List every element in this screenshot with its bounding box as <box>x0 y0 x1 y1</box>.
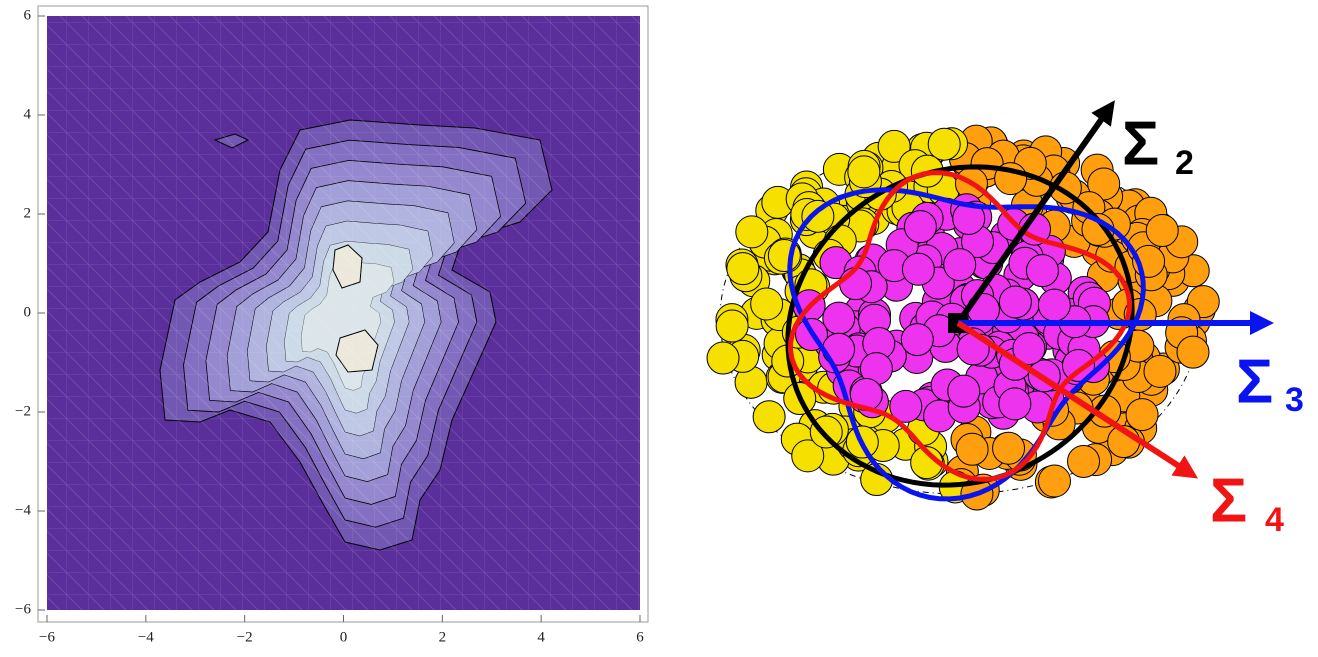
particle <box>877 129 911 163</box>
particle <box>1176 335 1210 369</box>
x-tick-label: 4 <box>537 629 545 645</box>
particle <box>1037 288 1071 322</box>
particle <box>822 301 856 335</box>
y-tick-label: 2 <box>24 205 32 221</box>
particle <box>1012 332 1046 366</box>
y-tick-label: −6 <box>15 601 31 617</box>
particle <box>1145 214 1179 248</box>
y-tick-label: −2 <box>15 403 31 419</box>
arrow-label: Σ <box>1210 466 1247 535</box>
particle <box>1061 348 1095 382</box>
arrow <box>955 100 1115 325</box>
particle <box>1087 167 1121 201</box>
x-tick-label: −4 <box>138 629 154 645</box>
particle <box>1037 464 1071 498</box>
arrow-label: Σ <box>1122 109 1159 178</box>
particle <box>927 127 961 161</box>
particle <box>801 199 835 233</box>
particle <box>706 341 740 375</box>
arrow-label-subscript: 4 <box>1265 501 1284 539</box>
particle <box>726 252 760 286</box>
particle <box>943 248 977 282</box>
particle <box>889 389 923 423</box>
particle <box>750 287 784 321</box>
arrow-label-subscript: 2 <box>1175 144 1194 182</box>
y-tick-label: 6 <box>24 7 32 23</box>
mesh <box>47 16 640 610</box>
particle <box>752 400 786 434</box>
x-tick-label: 0 <box>340 629 348 645</box>
particle <box>998 387 1032 421</box>
particle <box>1125 398 1159 432</box>
y-tick-label: 4 <box>24 106 32 122</box>
diagram: Σ 2Σ 3Σ 4 <box>706 100 1304 539</box>
particle <box>839 267 873 301</box>
particle <box>1025 254 1059 288</box>
x-tick-label: 6 <box>636 629 644 645</box>
mode-curve <box>785 164 1135 488</box>
contour-plot: −6 −4 −2 0 2 4 6 −6 −4 −2 0 2 4 6 <box>15 5 649 645</box>
arrow-label: Σ <box>1236 347 1273 416</box>
particle <box>901 252 935 286</box>
y-tick-label: −4 <box>15 502 31 518</box>
particle <box>1143 354 1177 388</box>
particle <box>847 155 881 189</box>
particle <box>903 210 937 244</box>
y-tick-label: 0 <box>24 304 32 320</box>
particle <box>998 285 1032 319</box>
particle <box>992 431 1026 465</box>
particle <box>735 215 769 249</box>
arrow <box>956 320 1199 479</box>
particle <box>947 374 981 408</box>
x-tick-label: −6 <box>39 629 55 645</box>
particle <box>715 309 749 343</box>
arrow-label-subscript: 3 <box>1285 381 1304 419</box>
particle <box>791 439 825 473</box>
particle <box>952 201 986 235</box>
particle <box>955 432 989 466</box>
particle <box>900 323 934 357</box>
particle <box>1067 444 1101 478</box>
x-tick-label: 2 <box>439 629 447 645</box>
x-tick-label: −2 <box>237 629 253 645</box>
